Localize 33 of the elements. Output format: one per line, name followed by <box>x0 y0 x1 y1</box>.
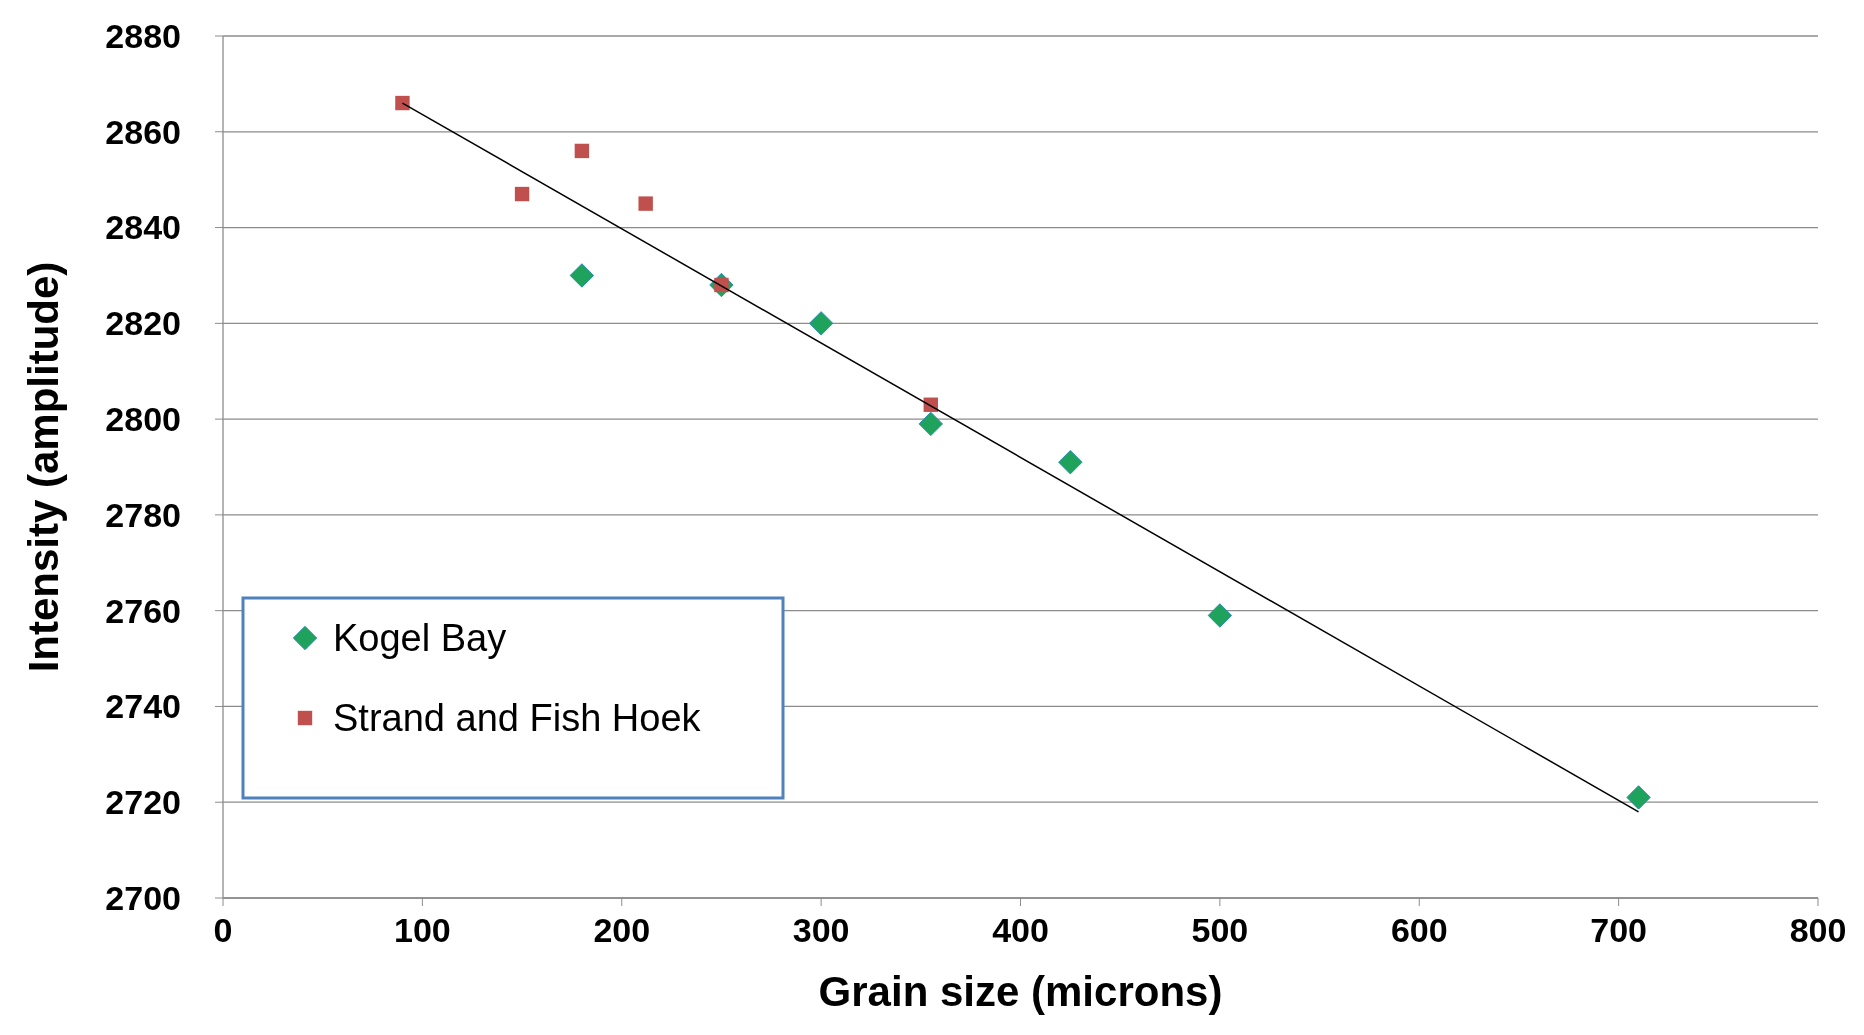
x-tick-label: 200 <box>593 911 651 949</box>
y-tick-label: 2840 <box>105 208 181 247</box>
x-tick-label: 0 <box>213 911 233 949</box>
y-tick-label: 2820 <box>105 304 181 343</box>
y-tick-label: 2800 <box>105 400 181 439</box>
point <box>808 311 834 336</box>
y-tick-label: 2780 <box>105 495 181 534</box>
y-tick-label: 2740 <box>105 687 181 726</box>
point <box>395 95 410 111</box>
y-tick-label: 2760 <box>105 591 181 630</box>
y-axis-title: Intensity (amplitude) <box>20 261 67 673</box>
point <box>514 186 530 202</box>
x-tick-label: 700 <box>1590 911 1647 949</box>
point <box>918 411 943 437</box>
point <box>638 196 653 211</box>
x-tick-label: 300 <box>792 911 850 949</box>
y-tick-label: 2860 <box>105 112 181 151</box>
y-tick-label: 2700 <box>105 878 181 917</box>
x-axis-title: Grain size (microns) <box>818 968 1223 1015</box>
legend-label: Strand and Fish Hoek <box>333 697 702 740</box>
x-tick-label: 400 <box>992 911 1049 949</box>
x-tick-label: 600 <box>1390 911 1448 949</box>
y-tick-label: 2720 <box>105 783 181 822</box>
point <box>574 143 590 159</box>
point <box>1207 603 1233 628</box>
legend-label: Kogel Bay <box>333 617 507 660</box>
point <box>1058 450 1083 475</box>
point <box>569 263 595 288</box>
x-tick-label: 100 <box>394 911 451 949</box>
x-tick-label: 800 <box>1789 911 1847 949</box>
x-tick-label: 500 <box>1191 911 1249 949</box>
y-tick-label: 2880 <box>105 16 181 55</box>
point <box>1626 785 1651 810</box>
